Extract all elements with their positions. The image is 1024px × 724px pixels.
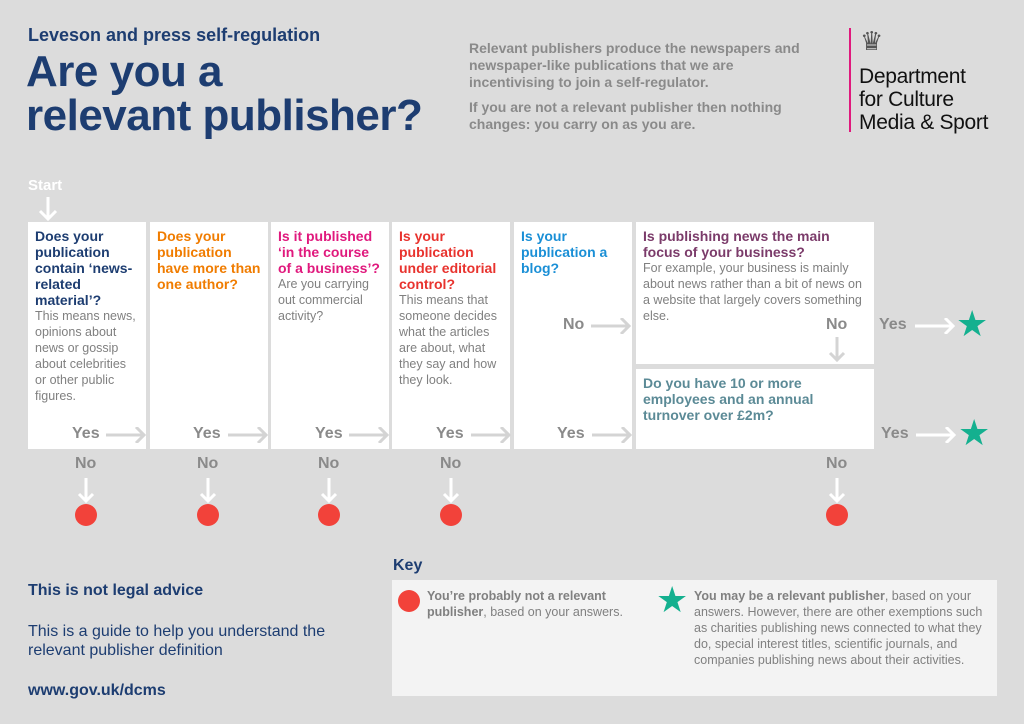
key-may-rest: , based on your answers. However, there … bbox=[694, 589, 983, 667]
start-label: Start bbox=[28, 177, 63, 194]
logo-divider bbox=[849, 28, 851, 132]
arrow-right-icon bbox=[916, 427, 956, 443]
question-employees-turnover: Do you have 10 or more employees and an … bbox=[636, 369, 874, 449]
question-desc: This means that someone decides what the… bbox=[399, 293, 497, 387]
guide-text: This is a guide to help you understand t… bbox=[28, 623, 326, 659]
crest-icon: ♛ bbox=[860, 26, 884, 56]
arrow-right-icon bbox=[228, 427, 268, 443]
red-dot-icon bbox=[75, 504, 97, 526]
arrow-right-icon bbox=[592, 427, 632, 443]
yes-label: Yes bbox=[315, 425, 343, 442]
question-title: Does your publication contain ‘news-rela… bbox=[35, 228, 133, 308]
key-title: Key bbox=[393, 557, 423, 574]
logo-line: for Culture bbox=[859, 88, 954, 111]
star-icon: ★ bbox=[958, 412, 991, 453]
intro-text-2: If you are not a relevant publisher then… bbox=[469, 99, 782, 132]
no-label: No bbox=[440, 455, 462, 472]
no-label: No bbox=[197, 455, 219, 472]
arrow-down-icon bbox=[828, 478, 846, 504]
question-desc: For example, your business is mainly abo… bbox=[643, 261, 862, 323]
intro-text-1: Relevant publishers produce the newspape… bbox=[469, 40, 800, 90]
disclaimer: This is not legal advice bbox=[28, 582, 204, 599]
logo-line: Department bbox=[859, 65, 966, 88]
question-desc: Are you carrying out commercial activity… bbox=[278, 277, 370, 323]
subtitle: Leveson and press self-regulation bbox=[28, 25, 321, 45]
question-title: Is it published ‘in the course of a busi… bbox=[278, 228, 380, 276]
question-business: Is it published ‘in the course of a busi… bbox=[271, 222, 389, 449]
no-label: No bbox=[75, 455, 97, 472]
key-relevant: You may be a relevant publisher, based o… bbox=[694, 588, 989, 668]
arrow-right-icon bbox=[471, 427, 511, 443]
key-may-bold: You may be a relevant publisher bbox=[694, 589, 885, 603]
dcms-logo: Department for Culture Media & Sport bbox=[859, 65, 988, 134]
yes-label: Yes bbox=[879, 316, 907, 333]
red-dot-icon bbox=[318, 504, 340, 526]
yes-label: Yes bbox=[881, 425, 909, 442]
question-editorial-control: Is your publication under editorial cont… bbox=[392, 222, 510, 449]
question-desc: This means news, opinions about news or … bbox=[35, 309, 136, 403]
no-label: No bbox=[826, 316, 848, 333]
question-title: Is your publication a blog? bbox=[521, 228, 608, 276]
question-title: Is your publication under editorial cont… bbox=[399, 228, 497, 292]
arrow-down-icon bbox=[828, 337, 846, 363]
question-title: Does your publication have more than one… bbox=[157, 228, 261, 292]
arrow-right-icon bbox=[106, 427, 146, 443]
yes-label: Yes bbox=[436, 425, 464, 442]
question-title: Do you have 10 or more employees and an … bbox=[643, 375, 814, 423]
title-line-1: Are you a bbox=[26, 47, 223, 96]
arrow-down-icon bbox=[199, 478, 217, 504]
yes-label: Yes bbox=[193, 425, 221, 442]
no-label: No bbox=[318, 455, 340, 472]
arrow-down-icon bbox=[38, 197, 58, 222]
red-dot-icon bbox=[398, 590, 420, 612]
yes-label: Yes bbox=[72, 425, 100, 442]
star-icon: ★ bbox=[956, 303, 989, 344]
arrow-right-icon bbox=[591, 318, 631, 334]
question-main-focus: Is publishing news the main focus of you… bbox=[636, 222, 874, 364]
red-dot-icon bbox=[197, 504, 219, 526]
arrow-down-icon bbox=[77, 478, 95, 504]
question-more-authors: Does your publication have more than one… bbox=[150, 222, 268, 449]
logo-line: Media & Sport bbox=[859, 111, 989, 134]
arrow-right-icon bbox=[349, 427, 389, 443]
question-blog: Is your publication a blog? bbox=[514, 222, 632, 449]
no-label: No bbox=[563, 316, 585, 333]
star-icon: ★ bbox=[656, 579, 689, 620]
red-dot-icon bbox=[440, 504, 462, 526]
title-line-2: relevant publisher? bbox=[26, 91, 423, 140]
arrow-down-icon bbox=[320, 478, 338, 504]
intro: Relevant publishers produce the newspape… bbox=[469, 40, 819, 133]
key-not-relevant: You’re probably not a relevant publisher… bbox=[427, 588, 637, 620]
yes-label: Yes bbox=[557, 425, 585, 442]
question-title: Is publishing news the main focus of you… bbox=[643, 228, 830, 260]
arrow-right-icon bbox=[915, 318, 955, 334]
key-not-bold: You’re probably not a relevant publisher bbox=[427, 589, 606, 619]
page-title: Are you a relevant publisher? bbox=[26, 47, 423, 140]
question-news-material: Does your publication contain ‘news-rela… bbox=[28, 222, 146, 449]
website-link[interactable]: www.gov.uk/dcms bbox=[28, 682, 166, 699]
key-not-rest: , based on your answers. bbox=[483, 605, 623, 619]
red-dot-icon bbox=[826, 504, 848, 526]
arrow-down-icon bbox=[442, 478, 460, 504]
key-panel: You’re probably not a relevant publisher… bbox=[392, 580, 997, 696]
no-label: No bbox=[826, 455, 848, 472]
